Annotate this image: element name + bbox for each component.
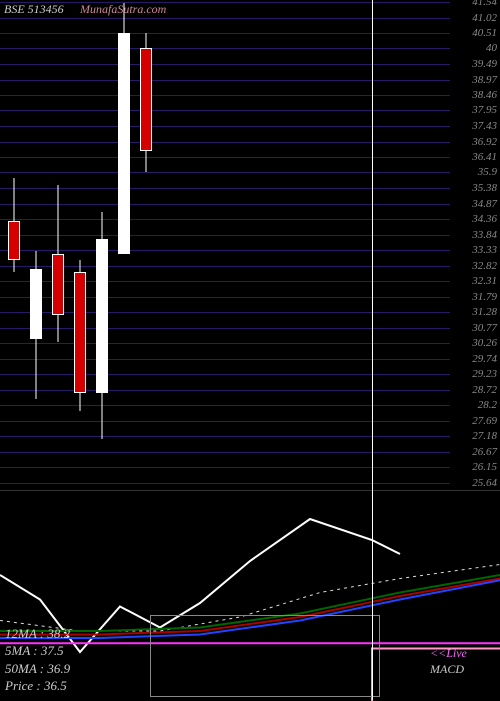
y-tick-label: 38.97: [472, 74, 497, 86]
y-tick-label: 28.2: [478, 399, 497, 411]
y-tick-label: 37.43: [472, 120, 497, 132]
y-tick-label: 41.54: [472, 0, 497, 8]
y-tick-label: 32.31: [472, 275, 497, 287]
y-tick-label: 37.95: [472, 104, 497, 116]
y-tick-label: 33.84: [472, 229, 497, 241]
ma12-label: 12MA : 38.2: [5, 625, 70, 643]
y-tick-label: 40: [486, 42, 497, 54]
y-tick-label: 40.51: [472, 27, 497, 39]
y-tick-label: 36.92: [472, 136, 497, 148]
y-tick-label: 29.23: [472, 368, 497, 380]
y-tick-label: 32.82: [472, 260, 497, 272]
ma50-label: 50MA : 36.9: [5, 660, 70, 678]
y-tick-label: 34.87: [472, 198, 497, 210]
live-annotation: <<Live: [430, 646, 467, 661]
inset-box: [150, 615, 380, 697]
y-tick-label: 29.74: [472, 353, 497, 365]
stock-chart: BSE 513456 MunafaSutra.com 41.54 41.02 40.…: [0, 0, 500, 700]
y-axis: 41.54 41.02 40.51 40 39.49 38.97 38.46 37.95 37.…: [450, 0, 500, 490]
y-tick-label: 38.46: [472, 89, 497, 101]
price-label: Price : 36.5: [5, 677, 70, 695]
y-tick-label: 30.26: [472, 337, 497, 349]
y-tick-label: 27.18: [472, 430, 497, 442]
y-tick-label: 31.28: [472, 306, 497, 318]
ma5-label: 5MA : 37.5: [5, 642, 70, 660]
macd-annotation: MACD: [430, 662, 464, 677]
y-tick-label: 28.72: [472, 384, 497, 396]
site-label: MunafaSutra.com: [80, 2, 166, 17]
ticker-label: BSE 513456: [4, 2, 64, 17]
y-tick-label: 36.41: [472, 151, 497, 163]
cursor-line: [372, 0, 373, 700]
y-tick-label: 31.79: [472, 291, 497, 303]
y-tick-label: 25.64: [472, 477, 497, 489]
price-panel: [0, 0, 450, 490]
y-tick-label: 33.33: [472, 244, 497, 256]
y-tick-label: 35.38: [472, 182, 497, 194]
y-tick-label: 34.36: [472, 213, 497, 225]
stats-block: 12MA : 38.2 5MA : 37.5 50MA : 36.9 Price…: [5, 625, 70, 695]
y-tick-label: 39.49: [472, 58, 497, 70]
y-tick-label: 27.69: [472, 415, 497, 427]
y-tick-label: 35.9: [478, 166, 497, 178]
y-tick-label: 41.02: [472, 12, 497, 24]
y-tick-label: 26.67: [472, 446, 497, 458]
y-tick-label: 30.77: [472, 322, 497, 334]
y-tick-label: 26.15: [472, 461, 497, 473]
